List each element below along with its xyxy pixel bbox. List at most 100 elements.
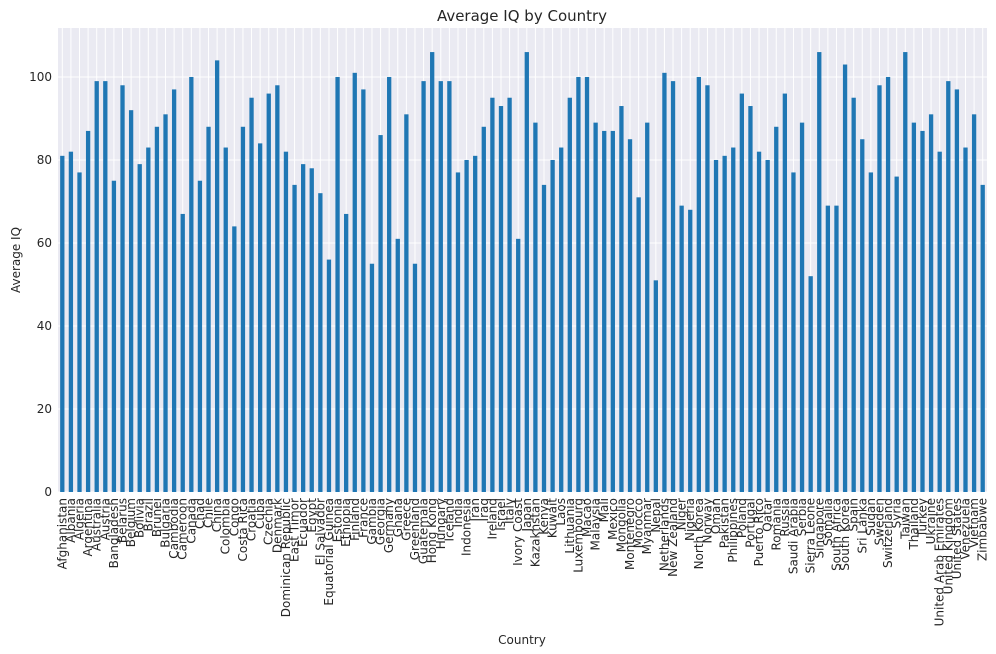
x-tick-label: Afghanistan [55,498,69,569]
x-tick-label: Kenya [537,498,551,535]
x-tick-label: Hungary [434,498,448,549]
bar [782,93,788,492]
x-tick-label: India [451,498,465,527]
x-tick-label: Philippines [726,498,740,563]
x-tick-label: Ghana [391,498,405,537]
x-tick-label: Czechia [262,498,276,545]
x-tick-label: Bulgaria [159,498,173,548]
x-tick-label: Niger [675,498,689,530]
bar [765,159,770,493]
bar [653,280,658,492]
x-tick-label: Laos [554,498,568,526]
x-tick-label: New Zealand [666,498,680,577]
x-tick-label: Mongolia [614,498,628,552]
bar [111,180,117,493]
bar [971,114,977,492]
bar [60,155,65,493]
bar [894,176,899,493]
x-tick-label: Chile [202,498,216,528]
x-tick-label: Indonesia [460,498,474,556]
x-tick-label: Denmark [270,498,284,553]
x-tick-label: Austria [98,498,112,540]
x-tick-label: Norway [700,498,714,544]
y-axis-label: Average IQ [9,227,23,293]
x-tick-label: Vietnam [967,498,981,548]
bar [696,76,701,492]
bar [223,147,228,493]
x-tick-label: Costa Rica [236,498,250,561]
bar [266,93,271,492]
bar [851,97,856,492]
x-tick-label: Germany [382,498,396,553]
bar [619,106,624,492]
x-tick-label: Cameroon [176,498,190,560]
x-tick-label: Congo [227,498,241,536]
y-tick-label: 0 [44,485,52,499]
x-tick-label: Greece [399,498,413,541]
bar [808,276,813,492]
x-tick-label: Algeria [73,498,87,540]
x-tick-label: Switzerland [881,498,895,568]
x-tick-label: Iceland [442,498,456,541]
bar [412,263,418,492]
x-tick-label: Hong Kong [425,498,439,563]
x-tick-label: Equatorial Guinea [322,498,336,606]
y-tick-label: 20 [37,402,52,416]
x-tick-label: Qatar [761,498,775,532]
x-tick-label: Montenegro [623,498,637,570]
x-tick-label: Chad [193,498,207,529]
bar [679,205,684,493]
x-tick-label: Zimbabwe [976,498,990,561]
x-tick-label: Russia [778,498,792,537]
x-tick-label: North Korea [692,498,706,569]
bar [662,72,667,492]
x-tick-label: Turkey [915,498,929,538]
x-tick-label: Ivory Coast [511,498,525,566]
x-tick-label: Netherlands [657,498,671,571]
bar [713,159,719,493]
bar [584,76,590,492]
bar [739,93,744,492]
bar [103,81,108,492]
bar [189,76,194,492]
bar [421,81,426,492]
x-tick-label: Cambodia [167,498,181,559]
bar [885,76,891,492]
x-tick-label: Italy [503,498,517,524]
x-tick-label: Spain [847,498,861,532]
bar [748,106,753,492]
bar [868,172,874,493]
bar [232,226,237,493]
bar [688,209,693,493]
bar [567,97,572,492]
bar [344,213,349,493]
bar [636,197,641,493]
x-tick-label: Nigeria [683,498,697,541]
x-tick-label: Gambia [365,498,379,545]
x-tick-label: Puerto Rico [752,498,766,566]
bar [197,180,203,493]
bar [817,52,822,492]
x-tick-label: United Arab Emirates [933,498,947,626]
bar [860,139,865,493]
bar [214,60,220,492]
x-tick-label: Finland [348,498,362,541]
bar [137,164,142,493]
bar [309,168,314,493]
bar [68,151,74,493]
bar [163,114,168,492]
bar [516,238,521,492]
chart-title: Average IQ by Country [437,7,607,25]
x-tick-label: Guatemala [417,498,431,564]
x-tick-label: Lithuania [563,498,577,554]
x-tick-label: France [356,498,370,538]
bar [799,122,805,492]
bar [378,135,383,493]
x-tick-label: Japan [520,498,534,532]
x-tick-label: Sudan [864,498,878,536]
x-tick-label: Thailand [907,498,921,551]
bar [146,147,151,493]
bar [533,122,538,492]
x-tick-label: Syria [890,498,904,528]
